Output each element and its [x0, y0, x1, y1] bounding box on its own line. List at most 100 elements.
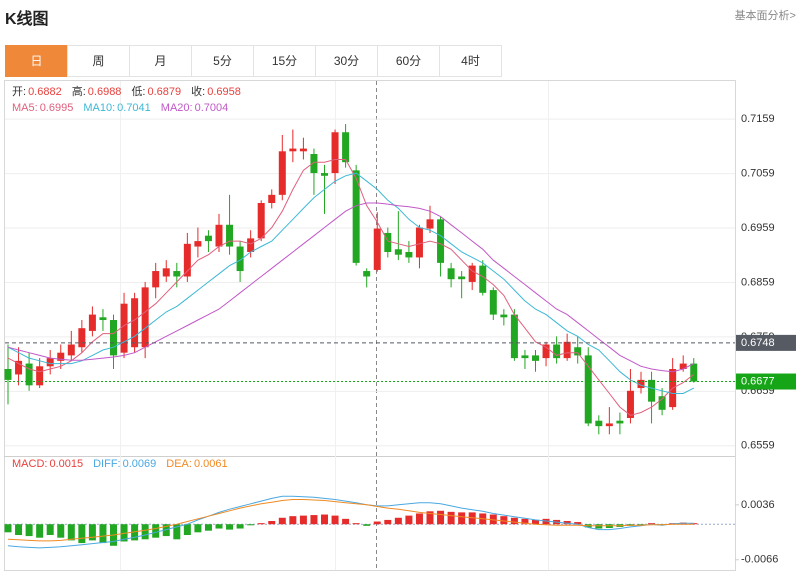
period-tab[interactable]: 4时: [439, 45, 502, 77]
candle-body: [289, 148, 297, 152]
macd-bar: [299, 515, 307, 525]
legend-value: 0.0069: [123, 458, 157, 470]
macd-bar: [4, 524, 12, 533]
candle-body: [321, 173, 328, 176]
macd-line: [7, 499, 694, 542]
price-label: 0.6677: [741, 375, 775, 387]
candle-body: [57, 352, 65, 361]
macd-bar: [57, 524, 65, 538]
macd-bar: [162, 524, 170, 537]
candle-body: [4, 369, 12, 380]
macd-bar: [321, 514, 328, 525]
legend-label: 低:: [131, 85, 145, 98]
macd-bar: [342, 518, 350, 525]
macd-bar: [394, 517, 402, 525]
legend-value: 0.0015: [49, 458, 83, 470]
macd-bar: [331, 515, 339, 525]
fundamental-link[interactable]: 基本面分析>: [734, 10, 796, 22]
candle-body: [658, 396, 666, 410]
legend-label: DIFF:: [93, 458, 121, 470]
macd-bar: [542, 518, 550, 525]
macd-bar: [648, 523, 656, 525]
candle-body: [131, 298, 139, 348]
candle-body: [25, 363, 33, 386]
candle-body: [510, 314, 518, 359]
candle-body: [226, 224, 234, 247]
macd-bar: [236, 524, 244, 529]
candle-body: [405, 251, 413, 258]
candle-body: [532, 355, 539, 361]
macd-bar: [405, 515, 413, 525]
macd-bar: [257, 523, 265, 525]
candle-body: [257, 203, 265, 239]
period-tab[interactable]: 日: [5, 45, 67, 77]
legend-value: 0.7004: [195, 102, 229, 114]
candle-body: [173, 271, 181, 277]
period-tabs: 日周月 5分 15分 30分 60分 4时: [5, 45, 502, 77]
macd-bar: [489, 514, 497, 525]
macd-bar: [78, 524, 86, 544]
period-tab[interactable]: 30分: [315, 45, 377, 77]
macd-bar: [46, 524, 54, 535]
candle-body: [489, 290, 497, 315]
macd-bar: [373, 521, 381, 525]
macd-bar: [173, 524, 181, 540]
legend-value: 0.6958: [207, 86, 241, 98]
macd-bar: [415, 513, 423, 525]
macd-bar: [384, 519, 392, 525]
macd-bar: [363, 524, 371, 526]
candle-body: [352, 170, 360, 263]
macd-bar: [510, 517, 518, 525]
candle-body: [648, 379, 656, 402]
macd-bar: [152, 524, 160, 538]
candle-body: [479, 265, 487, 293]
period-tab[interactable]: 月: [129, 45, 191, 77]
legend-label: MACD:: [12, 458, 47, 470]
candle-body: [247, 238, 255, 252]
macd-bar: [595, 524, 603, 529]
legend-label: MA20:: [161, 102, 193, 114]
period-tab[interactable]: 60分: [377, 45, 439, 77]
candle-body: [584, 355, 592, 424]
candle-body: [99, 317, 107, 321]
candle-body: [542, 344, 550, 359]
candle-body: [394, 249, 402, 255]
macd-bar: [532, 519, 539, 525]
candle-body: [268, 194, 276, 204]
candle-body: [553, 344, 561, 359]
macd-bar: [183, 524, 191, 535]
candle-body: [690, 363, 698, 382]
candle-body: [605, 423, 613, 427]
candle-body: [384, 232, 392, 252]
y-tick-label: -0.0066: [741, 554, 778, 566]
macd-bar: [247, 524, 255, 526]
price-badge: [736, 334, 796, 351]
candle-body: [162, 268, 170, 277]
candle-body: [458, 276, 466, 280]
candle-body: [331, 132, 339, 174]
ma-line: [7, 172, 695, 394]
legend-label: 收:: [191, 84, 205, 98]
candle-body: [183, 243, 191, 277]
candle-body: [679, 363, 687, 370]
macd-line: [7, 495, 694, 549]
macd-bar: [447, 511, 455, 525]
macd-bar: [500, 516, 508, 525]
legend-label: 高:: [72, 84, 86, 98]
y-tick-label: 0.7059: [741, 168, 775, 180]
candle-body: [437, 219, 445, 263]
candle-body: [521, 355, 529, 359]
candle-body: [637, 379, 645, 389]
header: K线图 基本面分析>: [0, 0, 800, 32]
candle-body: [426, 219, 434, 229]
period-tab[interactable]: 15分: [253, 45, 315, 77]
candle-body: [415, 227, 423, 258]
y-tick-label: 0.6859: [741, 276, 775, 288]
y-tick-label: 0.0036: [741, 499, 775, 511]
period-tab[interactable]: 5分: [191, 45, 253, 77]
candle-body: [447, 268, 455, 280]
macd-bar: [131, 524, 139, 541]
candle-body: [574, 347, 582, 356]
period-tab[interactable]: 周: [67, 45, 129, 77]
